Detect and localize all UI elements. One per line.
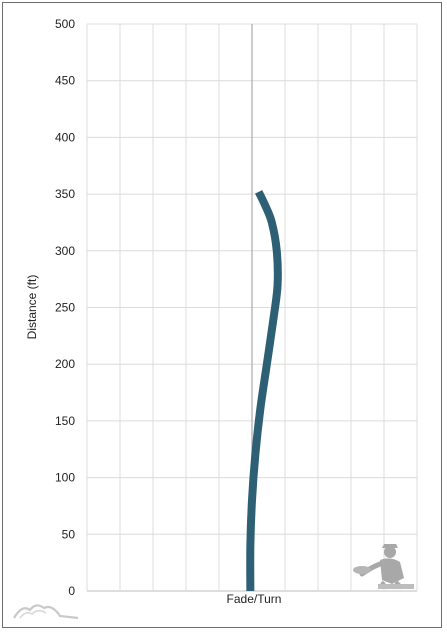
y-tick-label: 150 <box>55 414 75 428</box>
y-tick-label: 350 <box>55 187 75 201</box>
disc-thrower-logo-icon <box>353 544 414 590</box>
y-tick-label: 50 <box>62 527 76 541</box>
y-tick-label: 250 <box>55 301 75 315</box>
y-tick-labels: 0 50 100 150 200 250 300 350 400 450 500 <box>55 17 75 598</box>
flight-chart-logo-icon <box>13 604 79 620</box>
y-tick-label: 450 <box>55 74 75 88</box>
chart-frame <box>2 2 442 628</box>
x-axis-label: Fade/Turn <box>227 592 282 606</box>
y-tick-label: 500 <box>55 17 75 31</box>
flight-path-line <box>246 190 282 592</box>
y-tick-label: 0 <box>68 584 75 598</box>
series-layer <box>246 190 282 592</box>
y-axis-label: Distance (ft) <box>25 275 39 340</box>
y-tick-label: 100 <box>55 471 75 485</box>
y-tick-label: 300 <box>55 244 75 258</box>
grid <box>86 23 418 592</box>
y-tick-label: 200 <box>55 357 75 371</box>
y-tick-label: 400 <box>55 130 75 144</box>
